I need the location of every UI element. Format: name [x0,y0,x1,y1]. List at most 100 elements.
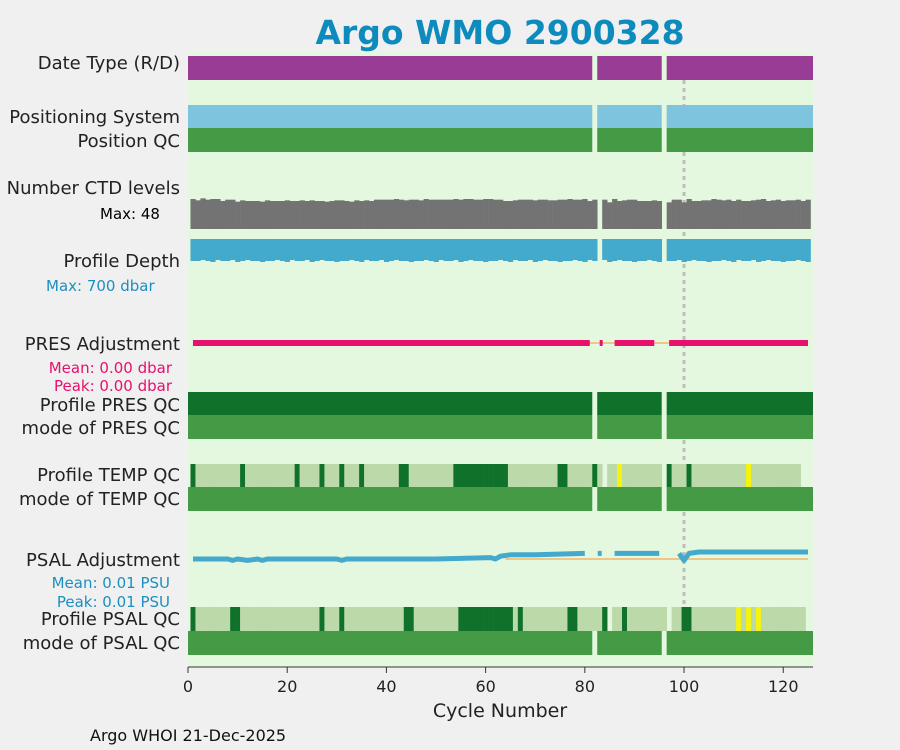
ctd-levels-bar [354,200,360,229]
qc-cell [532,464,539,487]
qc-cell [483,464,489,487]
profile-depth-bar [741,239,747,261]
qc-cell [215,464,221,487]
qc-cell [269,607,276,631]
profile-depth-bar [428,239,434,261]
qc-cell [785,607,791,631]
qc-cell [230,464,236,487]
ctd-levels-bar [294,201,300,229]
ctd-levels-bar [651,200,658,229]
qc-cell [631,464,638,487]
ctd-levels-bar [304,201,310,229]
qc-cell [681,464,687,487]
ctd-levels-bar [334,200,340,229]
profile-depth-bar [706,239,712,262]
ctd-levels-bar [428,199,434,229]
profile-depth-bar [780,239,787,262]
qc-cell [557,464,563,487]
qc-cell [661,607,667,631]
profile-depth-bar [488,239,494,261]
qc-cell [646,607,653,631]
label-psal-adjustment: PSAL Adjustment [26,550,180,571]
ctd-levels-bar [686,199,692,229]
qc-cell [498,607,504,631]
qc-cell [770,464,777,487]
profile-depth-bar [666,239,672,261]
qc-cell [760,464,767,487]
qc-cell [339,464,345,487]
profile-depth-bar [344,239,350,261]
ctd-levels-bar [537,199,543,229]
qc-cell [706,464,712,487]
qc-cell [755,464,762,487]
profile-depth-bar [716,239,722,261]
ctd-levels-bar [388,199,395,229]
ctd-levels-bar [612,199,618,229]
ctd-levels-bar [746,201,752,229]
profile-depth-bar [656,239,663,262]
qc-cell [612,607,618,631]
qc-cell [498,464,504,487]
qc-cell [651,464,658,487]
profile-depth-bar [567,239,573,261]
qc-cell [354,464,360,487]
qc-cell [359,607,365,631]
profile-depth-bar [443,239,449,261]
profile-depth-bar [259,239,266,262]
qc-cell [631,607,638,631]
qc-cell [463,464,469,487]
positioning-system-band [666,105,813,128]
ctd-levels-bar [339,200,345,229]
label-psal-mean: Mean: 0.01 PSU [52,574,170,592]
ctd-levels-bar [790,200,796,229]
profile-depth-bar [686,239,692,261]
ctd-levels-bar [750,200,757,229]
ctd-levels-bar [602,199,608,229]
qc-cell [507,607,514,631]
qc-cell [622,464,628,487]
mode-pres-qc-band [188,415,593,439]
profile-depth-bar [458,239,464,262]
profile-depth-bar [800,239,806,261]
qc-cell [369,607,375,631]
qc-cell [522,464,529,487]
profile-pres-qc-band [666,392,813,415]
qc-cell [220,607,226,631]
qc-cell [636,464,643,487]
qc-cell [344,607,350,631]
qc-cell [676,464,682,487]
qc-cell [264,464,271,487]
qc-cell [676,607,682,631]
qc-cell [711,464,717,487]
qc-cell [324,464,330,487]
ctd-levels-bar [760,199,767,229]
profile-depth-bar [190,239,196,261]
ctd-levels-bar [517,199,524,229]
qc-cell [284,607,290,631]
ctd-levels-bar [453,199,459,229]
ctd-levels-bar [572,199,578,229]
profile-depth-bar [537,239,543,261]
profile-depth-bar [602,239,608,260]
mode-temp-qc-band [597,487,662,511]
position-qc-band [597,128,662,152]
qc-cell [294,464,300,487]
profile-depth-bar [478,239,484,261]
ctd-levels-bar [706,200,712,229]
qc-cell [205,607,211,631]
ctd-levels-bar [557,199,563,229]
qc-cell [264,607,271,631]
footer-credit: Argo WHOI 21-Dec-2025 [90,726,286,745]
qc-cell [334,464,340,487]
qc-cell [790,464,796,487]
qc-cell [453,464,459,487]
x-tick-label: 100 [669,677,700,696]
profile-depth-bar [736,239,742,260]
profile-depth-bar [304,239,310,260]
qc-cell [775,607,782,631]
qc-cell [597,464,603,487]
qc-cell [468,464,474,487]
qc-cell [517,607,524,631]
qc-cell [587,464,593,487]
profile-depth-bar [582,239,588,262]
